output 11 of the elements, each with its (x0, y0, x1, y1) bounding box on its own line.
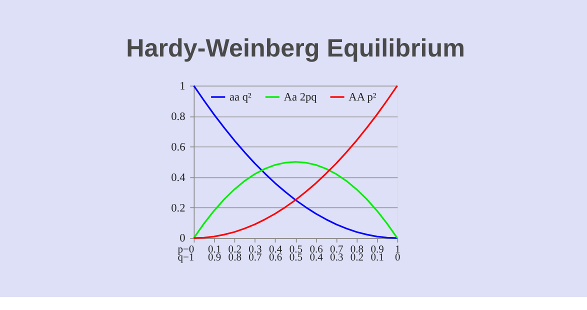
legend-label: AA p² (348, 91, 377, 104)
legend-label: Aa 2pq (284, 91, 318, 104)
y-tick-label: 0.6 (171, 141, 186, 154)
chart-title: Hardy-Weinberg Equilibrium (126, 34, 465, 62)
legend-label: aa q² (229, 91, 252, 104)
y-tick-label: 0 (180, 232, 186, 245)
y-tick-label: 0.2 (171, 202, 186, 214)
line-series (192, 84, 398, 239)
y-tick-label: 0.8 (171, 110, 186, 123)
y-tick-label: 0.4 (171, 172, 186, 184)
y-tick-label: 1 (180, 80, 186, 92)
